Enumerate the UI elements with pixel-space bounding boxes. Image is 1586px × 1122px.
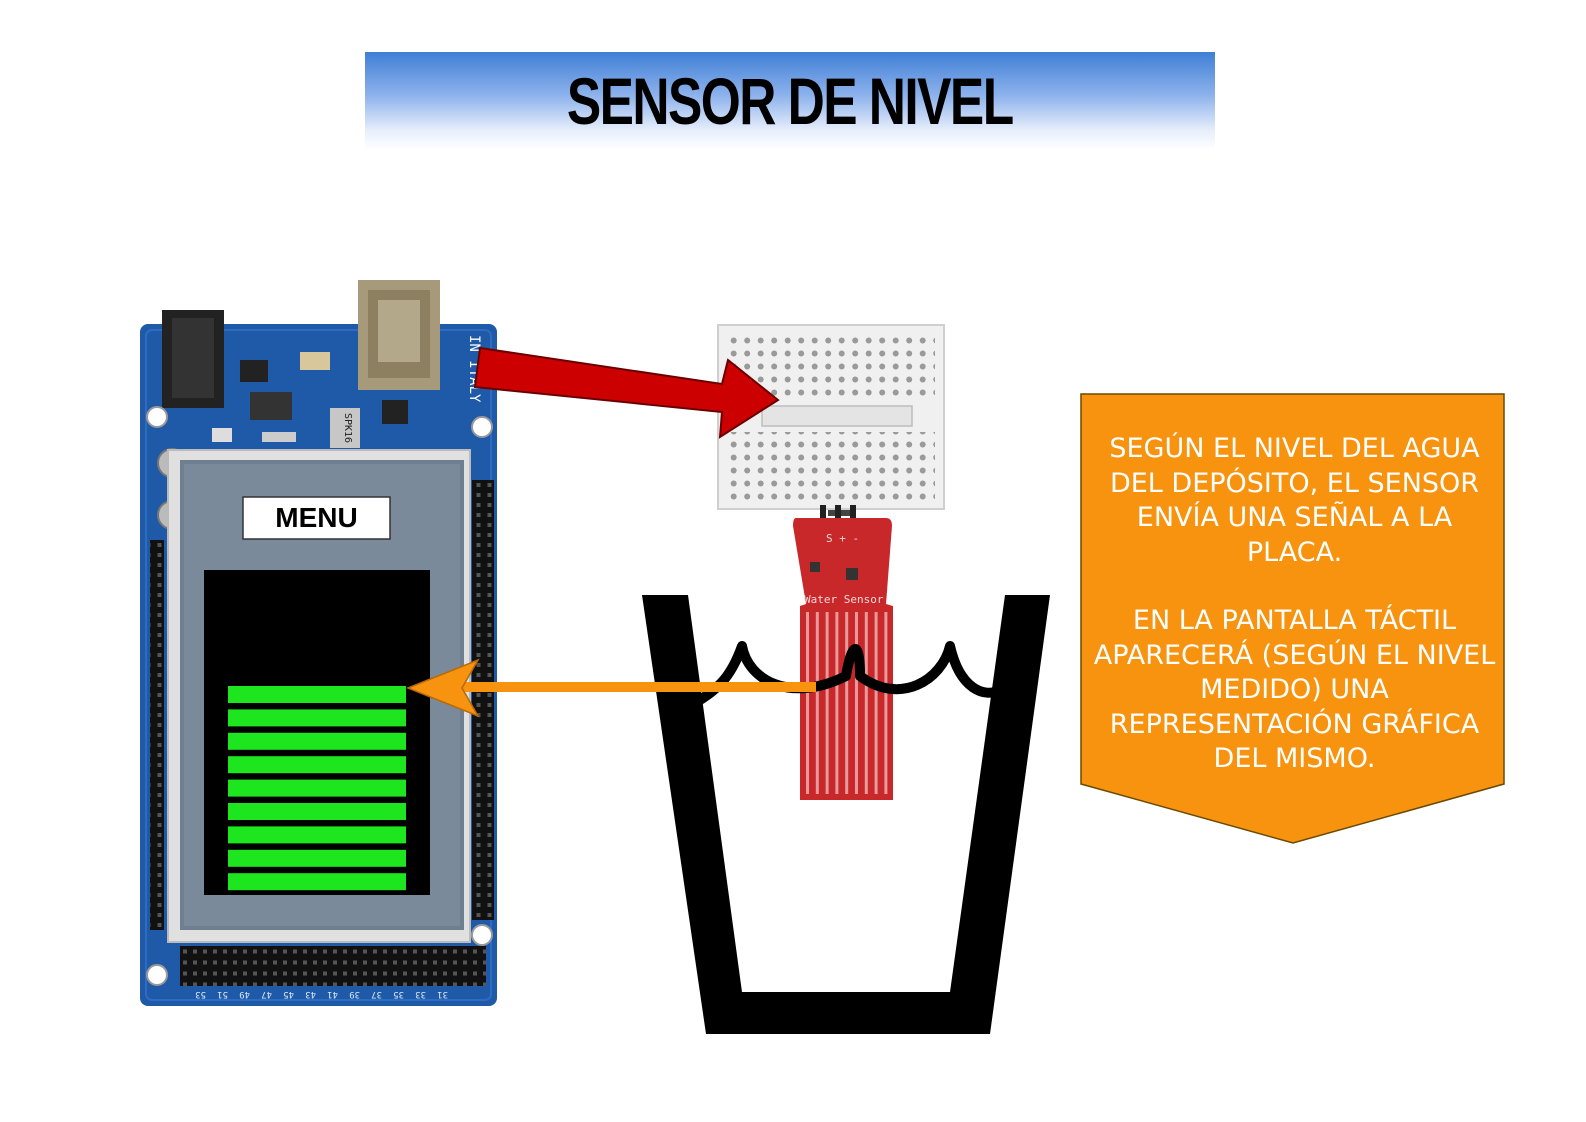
- water-sensor: S + - Water Sensor: [793, 505, 893, 800]
- level-bar: [228, 849, 406, 867]
- sensor-trace: [806, 612, 809, 794]
- orange-arrow: [405, 658, 816, 718]
- pin-number: 45: [283, 989, 294, 999]
- sensor-trace: [815, 612, 819, 794]
- mount-hole: [471, 416, 493, 438]
- level-bar: [228, 686, 406, 703]
- sensor-trace: [864, 612, 868, 794]
- arduino-board: SPK16 IN ITALY 53 51 49 47 45 43 41 39 37 35 33 31: [140, 280, 497, 1006]
- pin-number: 35: [393, 989, 404, 999]
- sensor-trace: [884, 612, 888, 794]
- pin-number: 37: [371, 989, 382, 999]
- sensor-trace: [835, 612, 839, 794]
- mount-hole: [146, 406, 168, 428]
- info-text: SEGÚN EL NIVEL DEL AGUA DEL DEPÓSITO, EL…: [1092, 432, 1497, 811]
- pin-header-bottom: [180, 946, 486, 986]
- level-display: [204, 570, 430, 895]
- menu-button-label[interactable]: MENU: [275, 502, 358, 533]
- sensor-trace: [825, 612, 829, 794]
- pin-number: 53: [195, 989, 206, 999]
- level-bar-group: [228, 686, 406, 891]
- info-paragraph-2: EN LA PANTALLA TÁCTIL APARECERÁ (SEGÚN E…: [1093, 605, 1496, 774]
- level-bar: [228, 732, 406, 750]
- level-bar: [228, 803, 406, 820]
- title-banner: SENSOR DE NIVEL: [365, 52, 1215, 150]
- sensor-pin-labels: S + -: [826, 532, 859, 545]
- level-bar: [228, 826, 406, 844]
- level-bar: [228, 873, 406, 891]
- info-box: [1080, 393, 1505, 844]
- menu-button[interactable]: [242, 496, 391, 540]
- pin-number: 39: [349, 989, 360, 999]
- pin-number: 43: [305, 989, 316, 999]
- water-glass: [642, 595, 1050, 1034]
- level-bar: [228, 779, 406, 797]
- mount-hole: [146, 964, 168, 986]
- sensor-traces: [806, 612, 888, 794]
- pin-number: 31: [437, 989, 448, 999]
- breadboard: [717, 324, 945, 510]
- level-bar: [228, 756, 406, 774]
- sensor-trace: [874, 612, 878, 794]
- sensor-trace: [845, 612, 849, 794]
- water-surface: [697, 641, 1003, 705]
- mount-hole: [471, 924, 493, 946]
- sensor-label: Water Sensor: [804, 593, 884, 606]
- info-paragraph-1: SEGÚN EL NIVEL DEL AGUA DEL DEPÓSITO, EL…: [1109, 433, 1480, 568]
- pin-number-row: 53 51 49 47 45 43 41 39 37 35 33 31: [195, 989, 448, 999]
- pin-number: 49: [239, 989, 250, 999]
- pin-number: 41: [327, 989, 338, 999]
- level-bar: [228, 709, 406, 727]
- breadboard-channel: [761, 405, 913, 427]
- sensor-trace: [855, 612, 858, 794]
- pin-number: 51: [217, 989, 228, 999]
- chip-label: SPK16: [342, 413, 353, 443]
- crystal: [330, 408, 360, 448]
- pin-number: 33: [415, 989, 426, 999]
- page-title: SENSOR DE NIVEL: [567, 64, 1014, 138]
- glass-body: [642, 595, 1050, 1034]
- pin-header-right: [472, 480, 494, 920]
- pin-header-left: [150, 540, 164, 930]
- red-arrow: [473, 346, 780, 439]
- pin-number: 47: [261, 989, 272, 999]
